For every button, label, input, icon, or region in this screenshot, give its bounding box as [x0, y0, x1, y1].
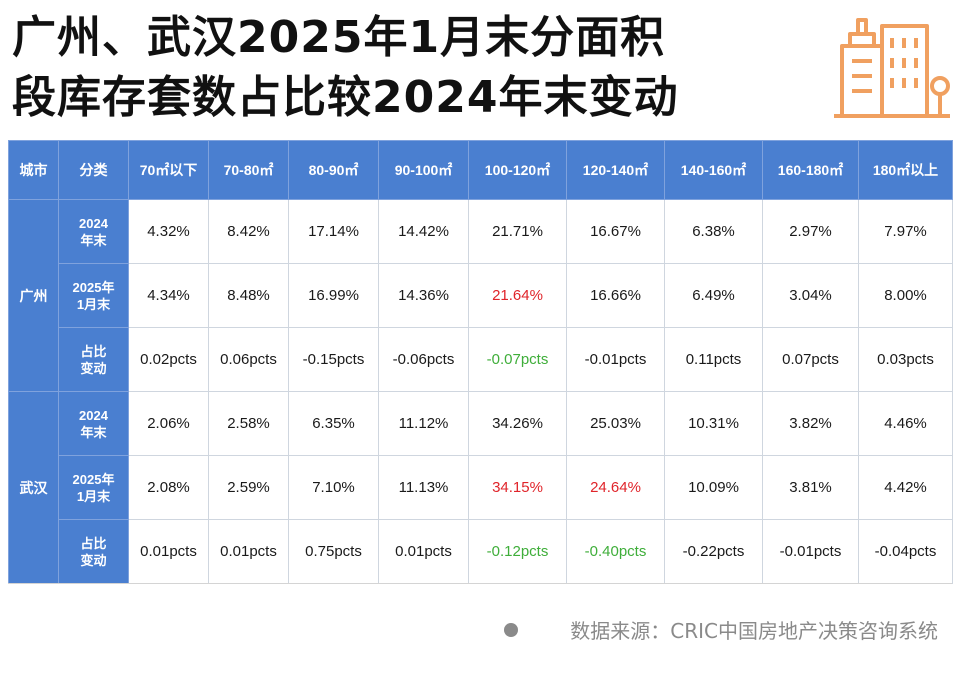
value-cell: 7.10% — [288, 455, 379, 520]
value-cell: 21.71% — [468, 199, 567, 264]
value-cell: 34.15% — [468, 455, 567, 520]
value-cell: 17.14% — [288, 199, 379, 264]
header-cell: 140-160㎡ — [664, 140, 763, 200]
source-text: 数据来源：CRIC中国房地产决策咨询系统 — [570, 619, 938, 643]
value-cell: 0.01pcts — [208, 519, 289, 584]
header-cell: 分类 — [58, 140, 129, 200]
category-cell: 2024 年末 — [58, 199, 129, 264]
value-cell: 2.06% — [128, 391, 209, 456]
header-cell: 160-180㎡ — [762, 140, 859, 200]
value-cell: 0.01pcts — [128, 519, 209, 584]
value-cell: 3.81% — [762, 455, 859, 520]
header-cell: 100-120㎡ — [468, 140, 567, 200]
header-cell: 90-100㎡ — [378, 140, 469, 200]
value-cell: 2.59% — [208, 455, 289, 520]
value-cell: 4.32% — [128, 199, 209, 264]
value-cell: 6.38% — [664, 199, 763, 264]
value-cell: 2.08% — [128, 455, 209, 520]
table-row: 占比 变动 0.01pcts 0.01pcts 0.75pcts 0.01pcts -0.… — [9, 519, 953, 584]
value-cell: 0.01pcts — [378, 519, 469, 584]
value-cell: 0.06pcts — [208, 327, 289, 392]
title-line-1: 广州、武汉2025年1月末分面积 — [12, 12, 666, 63]
value-cell: 16.67% — [566, 199, 665, 264]
buildings-icon — [834, 18, 950, 118]
value-cell: 16.99% — [288, 263, 379, 328]
value-cell: 3.04% — [762, 263, 859, 328]
category-cell: 占比 变动 — [58, 327, 129, 392]
category-cell: 占比 变动 — [58, 519, 129, 584]
category-cell: 2025年 1月末 — [58, 455, 129, 520]
inventory-table: 城市 分类 70㎡以下 70-80㎡ 80-90㎡ 90-100㎡ 100-12… — [8, 140, 953, 584]
value-cell: 14.42% — [378, 199, 469, 264]
category-cell: 2024 年末 — [58, 391, 129, 456]
value-cell: 8.48% — [208, 263, 289, 328]
bullet-dot-icon — [504, 622, 519, 637]
value-cell: -0.22pcts — [664, 519, 763, 584]
value-cell: 10.09% — [664, 455, 763, 520]
header-cell: 70-80㎡ — [208, 140, 289, 200]
value-cell: 4.42% — [858, 455, 953, 520]
value-cell: 14.36% — [378, 263, 469, 328]
value-cell: -0.01pcts — [566, 327, 665, 392]
header-cell: 80-90㎡ — [288, 140, 379, 200]
header-cell: 城市 — [8, 140, 59, 200]
table-row: 2025年 1月末 4.34% 8.48% 16.99% 14.36% 21.64% 16.… — [9, 263, 953, 328]
value-cell: 24.64% — [566, 455, 665, 520]
value-cell: -0.06pcts — [378, 327, 469, 392]
value-cell: 25.03% — [566, 391, 665, 456]
value-cell: 6.49% — [664, 263, 763, 328]
value-cell: 16.66% — [566, 263, 665, 328]
value-cell: -0.40pcts — [566, 519, 665, 584]
value-cell: -0.15pcts — [288, 327, 379, 392]
value-cell: 7.97% — [858, 199, 953, 264]
header-cell: 120-140㎡ — [566, 140, 665, 200]
value-cell: 6.35% — [288, 391, 379, 456]
value-cell: 0.75pcts — [288, 519, 379, 584]
city-cell: 武汉 — [8, 391, 59, 584]
value-cell: 11.13% — [378, 455, 469, 520]
table-row: 占比 变动 0.02pcts 0.06pcts -0.15pcts -0.06pcts -… — [9, 327, 953, 392]
value-cell: 0.03pcts — [858, 327, 953, 392]
table-row: 广州 2024 年末 4.32% 8.42% 17.14% 14.42% 21.71% 16.… — [8, 199, 953, 392]
value-cell: 8.42% — [208, 199, 289, 264]
value-cell: 4.34% — [128, 263, 209, 328]
footer-divider — [8, 583, 952, 584]
value-cell: 34.26% — [468, 391, 567, 456]
value-cell: 2.58% — [208, 391, 289, 456]
value-cell: -0.04pcts — [858, 519, 953, 584]
header-cell: 180㎡以上 — [858, 140, 953, 200]
value-cell: -0.07pcts — [468, 327, 567, 392]
value-cell: 0.11pcts — [664, 327, 763, 392]
value-cell: -0.12pcts — [468, 519, 567, 584]
table-row: 武汉 2024 年末 2.06% 2.58% 6.35% 11.12% 34.26% 25.0… — [8, 391, 953, 584]
value-cell: -0.01pcts — [762, 519, 859, 584]
value-cell: 8.00% — [858, 263, 953, 328]
value-cell: 3.82% — [762, 391, 859, 456]
value-cell: 11.12% — [378, 391, 469, 456]
header-cell: 70㎡以下 — [128, 140, 209, 200]
table-header-row: 城市 分类 70㎡以下 70-80㎡ 80-90㎡ 90-100㎡ 100-12… — [8, 140, 953, 200]
value-cell: 2.97% — [762, 199, 859, 264]
page-title: 广州、武汉2025年1月末分面积 段库存套数占比较2024年末变动 — [12, 8, 812, 128]
table-row: 2025年 1月末 2.08% 2.59% 7.10% 11.13% 34.15% 24.6… — [9, 455, 953, 520]
value-cell: 21.64% — [468, 263, 567, 328]
value-cell: 10.31% — [664, 391, 763, 456]
city-cell: 广州 — [8, 199, 59, 392]
category-cell: 2025年 1月末 — [58, 263, 129, 328]
value-cell: 0.02pcts — [128, 327, 209, 392]
source-note: 数据来源：CRIC中国房地产决策咨询系统 — [504, 615, 938, 644]
value-cell: 4.46% — [858, 391, 953, 456]
value-cell: 0.07pcts — [762, 327, 859, 392]
title-line-2: 段库存套数占比较2024年末变动 — [12, 72, 679, 123]
